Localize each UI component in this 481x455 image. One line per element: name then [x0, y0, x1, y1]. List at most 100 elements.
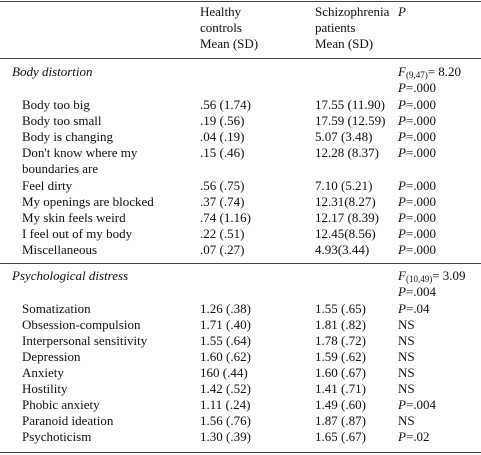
column-header: patients	[315, 20, 356, 35]
column-header: Mean (SD)	[200, 36, 259, 51]
healthy-cell: 1.42 (.52)	[200, 381, 251, 396]
symbol: P	[398, 80, 406, 95]
symbol: P	[398, 194, 406, 209]
patients-cell: 12.17 (8.39)	[315, 210, 379, 225]
row-label: My openings are blocked	[22, 194, 154, 209]
patients-cell: 1.81 (.82)	[315, 317, 366, 332]
symbol: P	[398, 210, 406, 225]
patients-cell: 1.87 (.87)	[315, 413, 366, 428]
value: =.000	[405, 80, 437, 95]
symbol: P	[398, 113, 406, 128]
healthy-cell: .22 (.51)	[200, 226, 245, 241]
patients-cell: 1.41 (.71)	[315, 381, 366, 396]
section-title: Psychological distress	[12, 268, 129, 283]
symbol: P	[398, 397, 406, 412]
p-cell: NS	[398, 349, 415, 364]
p-cell: NS	[398, 381, 415, 396]
healthy-cell: .04 (.19)	[200, 129, 245, 144]
row-label: Anxiety	[22, 365, 64, 380]
patients-cell: 17.59 (12.59)	[315, 113, 386, 128]
top-rule	[0, 1, 481, 2]
row-label: Interpersonal sensitivity	[22, 333, 148, 348]
value: =.000	[405, 178, 437, 193]
column-header: P	[398, 4, 406, 19]
row-label: Miscellaneous	[22, 242, 98, 257]
p-cell: P=.04	[398, 301, 430, 317]
column-header: Schizophrenia	[315, 4, 390, 19]
healthy-cell: 1.56 (.76)	[200, 413, 251, 428]
healthy-cell: .19 (.56)	[200, 113, 245, 128]
row-label: Body too big	[22, 97, 90, 112]
row-label: My skin feels weird	[22, 210, 126, 225]
value: =.004	[405, 397, 437, 412]
value: =.04	[405, 301, 430, 316]
subscript: (10,49)	[405, 274, 433, 284]
p-cell: NS	[398, 333, 415, 348]
healthy-cell: 1.55 (.64)	[200, 333, 251, 348]
symbol: F	[398, 64, 406, 79]
section-stat: F(10,49)= 3.09	[398, 268, 466, 284]
symbol: P	[398, 429, 406, 444]
healthy-cell: .74 (1.16)	[200, 210, 251, 225]
healthy-cell: 1.71 (.40)	[200, 317, 251, 332]
healthy-cell: 1.11 (.24)	[200, 397, 251, 412]
patients-cell: 12.31(8.27)	[315, 194, 376, 209]
p-cell: P=.000	[398, 226, 436, 242]
healthy-cell: .56 (1.74)	[200, 97, 251, 112]
symbol: P	[398, 226, 406, 241]
row-label: Don't know where my	[22, 145, 138, 160]
value: =.004	[405, 284, 437, 299]
patients-cell: 1.60 (.67)	[315, 365, 366, 380]
p-cell: NS	[398, 317, 415, 332]
symbol: P	[398, 97, 406, 112]
row-label: Psychoticism	[22, 429, 92, 444]
row-label: Somatization	[22, 301, 91, 316]
healthy-cell: .07 (.27)	[200, 242, 245, 257]
healthy-cell: .15 (.46)	[200, 145, 245, 160]
healthy-cell: .37 (.74)	[200, 194, 245, 209]
p-cell: P=.000	[398, 178, 436, 194]
symbol: P	[398, 145, 406, 160]
p-cell: P=.000	[398, 210, 436, 226]
p-cell: P=.02	[398, 429, 430, 445]
p-cell: P=.000	[398, 145, 436, 161]
value: = 8.20	[427, 64, 462, 79]
symbol: P	[398, 242, 406, 257]
value: =.000	[405, 226, 437, 241]
row-label: I feel out of my body	[22, 226, 133, 241]
row-label: Obsession-compulsion	[22, 317, 141, 332]
p-cell: P=.000	[398, 97, 436, 113]
patients-cell: 12.45(8.56)	[315, 226, 376, 241]
column-header: controls	[200, 20, 242, 35]
row-label: Body too small	[22, 113, 102, 128]
value: =.000	[405, 113, 437, 128]
p-cell: P=.000	[398, 242, 436, 258]
section-stat: F(9,47)= 8.20	[398, 64, 461, 80]
patients-cell: 7.10 (5.21)	[315, 178, 373, 193]
p-cell: P=.000	[398, 113, 436, 129]
symbol: P	[398, 284, 406, 299]
value: =.000	[405, 145, 437, 160]
value: =.000	[405, 97, 437, 112]
p-cell: P=.000	[398, 194, 436, 210]
patients-cell: 1.55 (.65)	[315, 301, 366, 316]
row-label: Depression	[22, 349, 81, 364]
patients-cell: 17.55 (11.90)	[315, 97, 385, 112]
value: = 3.09	[432, 268, 466, 283]
symbol: P	[398, 178, 406, 193]
p-cell: P=.000	[398, 129, 436, 145]
healthy-cell: 160 (.44)	[200, 365, 248, 380]
column-header: Mean (SD)	[315, 36, 374, 51]
row-label: Feel dirty	[22, 178, 73, 193]
healthy-cell: .56 (.75)	[200, 178, 245, 193]
symbol: F	[398, 268, 406, 283]
row-label: Paranoid ideation	[22, 413, 114, 428]
healthy-cell: 1.60 (.62)	[200, 349, 251, 364]
patients-cell: 1.65 (.67)	[315, 429, 366, 444]
p-cell: P=.004	[398, 397, 436, 413]
bottom-rule	[0, 452, 481, 453]
row-label: Body is changing	[22, 129, 113, 144]
value: =.000	[405, 129, 437, 144]
p-cell: NS	[398, 365, 415, 380]
section-rule	[0, 263, 481, 264]
